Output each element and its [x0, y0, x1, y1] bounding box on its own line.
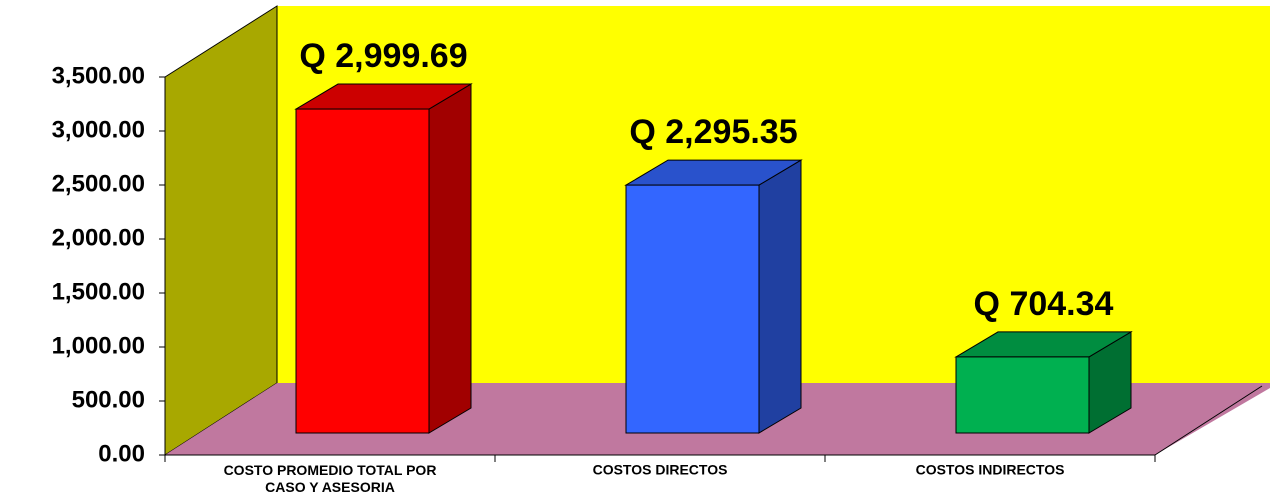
y-tick-label: 3,500.00 — [52, 62, 145, 89]
bar-side — [428, 83, 472, 434]
value-label: Q 704.34 — [974, 285, 1114, 323]
y-tick-label: 0.00 — [98, 440, 145, 467]
value-label: Q 2,295.35 — [629, 113, 797, 151]
x-tick-label-line: CASO Y ASESORIA — [265, 479, 395, 495]
y-tick-label: 1,500.00 — [52, 278, 145, 305]
x-tick-label: COSTOS INDIRECTOS — [916, 462, 1065, 478]
bar — [295, 108, 430, 434]
bar-side — [758, 159, 802, 434]
y-tick-label: 3,000.00 — [52, 116, 145, 143]
bar — [625, 184, 760, 434]
side-wall — [164, 5, 278, 456]
x-tick-label-line: COSTO PROMEDIO TOTAL POR — [224, 462, 437, 478]
floor-edge — [1154, 385, 1263, 456]
x-tick-label: COSTO PROMEDIO TOTAL POR CASO Y ASESORIA — [224, 462, 437, 495]
y-tick-label: 2,000.00 — [52, 224, 145, 251]
y-tick-label: 1,000.00 — [52, 332, 145, 359]
bar — [955, 356, 1090, 434]
y-tick-label: 500.00 — [72, 386, 145, 413]
x-tick-label: COSTOS DIRECTOS — [593, 462, 728, 478]
y-tick-label: 2,500.00 — [52, 170, 145, 197]
value-label: Q 2,999.69 — [299, 37, 467, 75]
